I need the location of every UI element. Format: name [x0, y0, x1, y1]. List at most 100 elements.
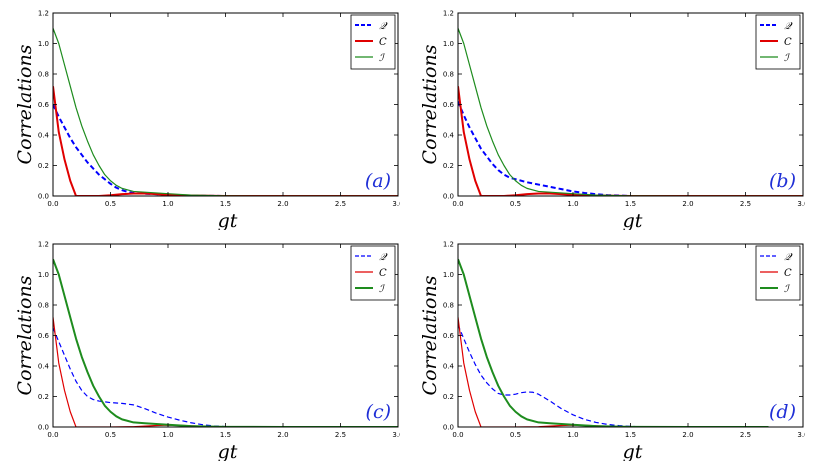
- x-tick-label: 1.0: [162, 200, 173, 208]
- panel-label: (c): [366, 401, 391, 423]
- legend-label: 𝒬: [784, 21, 793, 32]
- legend-label: ℐ: [379, 53, 386, 64]
- y-tick-label: 1.0: [38, 271, 49, 279]
- x-tick-label: 3.0: [392, 431, 400, 439]
- series-line-I: [53, 28, 398, 196]
- y-axis-label: Correlations: [14, 275, 36, 395]
- x-tick-label: 1.0: [567, 431, 578, 439]
- x-tick-label: 0.0: [452, 431, 463, 439]
- y-tick-label: 0.8: [38, 71, 49, 79]
- chart-svg: 0.0 0.5 1.0 1.5 2.0 2.5 3.0 0.0 0.2 0.4 0.6 0.8 1.0 1…: [14, 10, 400, 231]
- x-tick-label: 0.5: [105, 200, 116, 208]
- x-tick-label: 2.5: [335, 200, 346, 208]
- plot-frame: [52, 243, 399, 428]
- legend-box: [350, 245, 396, 301]
- y-axis-label: Correlations: [419, 44, 441, 164]
- x-tick-label: 2.5: [740, 431, 751, 439]
- series-line-C: [458, 86, 803, 196]
- plot-frame: [52, 12, 399, 197]
- x-tick-label: 0.0: [452, 200, 463, 208]
- panel-label: (a): [365, 170, 391, 192]
- plot-frame: [457, 243, 804, 428]
- chart-panel-b: 0.0 0.5 1.0 1.5 2.0 2.5 3.0 0.0 0.2 0.4 0.6 0.8 1.0 1…: [405, 2, 805, 231]
- panel-label: (b): [769, 170, 796, 192]
- series-line-Q: [458, 101, 803, 196]
- x-tick-label: 2.5: [740, 200, 751, 208]
- series-line-Q: [53, 327, 398, 427]
- x-tick-label: 2.5: [335, 431, 346, 439]
- legend-label: ℐ: [379, 284, 386, 295]
- x-axis-label: gt: [218, 441, 238, 461]
- legend-label: 𝒬: [784, 252, 793, 263]
- y-axis-label: Correlations: [14, 44, 36, 164]
- y-tick-label: 0.4: [38, 132, 50, 140]
- x-tick-label: 2.0: [277, 431, 288, 439]
- x-tick-label: 0.0: [47, 200, 58, 208]
- chart-svg: 0.0 0.5 1.0 1.5 2.0 2.5 3.0 0.0 0.2 0.4 0.6 0.8 1.0 1…: [14, 241, 400, 462]
- y-tick-label: 0.0: [443, 193, 454, 201]
- series-line-I: [53, 258, 398, 427]
- y-tick-label: 0.4: [38, 363, 50, 371]
- x-tick-label: 1.5: [220, 431, 231, 439]
- y-tick-label: 0.6: [38, 101, 50, 109]
- chart-panel-c: 0.0 0.5 1.0 1.5 2.0 2.5 3.0 0.0 0.2 0.4 0.6 0.8 1.0 1…: [0, 233, 400, 462]
- legend-label: C: [784, 37, 792, 48]
- y-tick-label: 0.2: [38, 393, 49, 401]
- series-line-I: [458, 28, 803, 196]
- series-line-I: [458, 258, 769, 427]
- legend-label: 𝒬: [379, 21, 388, 32]
- plot-frame: [457, 12, 804, 197]
- y-tick-label: 1.2: [443, 10, 454, 18]
- y-tick-label: 1.0: [38, 40, 49, 48]
- y-tick-label: 1.2: [38, 10, 49, 18]
- x-axis-label: gt: [623, 441, 643, 461]
- y-tick-label: 0.6: [38, 332, 50, 340]
- x-tick-label: 0.5: [105, 431, 116, 439]
- chart-panel-d: 0.0 0.5 1.0 1.5 2.0 2.5 3.0 0.0 0.2 0.4 0.6 0.8 1.0 1…: [405, 233, 805, 462]
- y-tick-label: 0.6: [443, 101, 455, 109]
- chart-svg: 0.0 0.5 1.0 1.5 2.0 2.5 3.0 0.0 0.2 0.4 0.6 0.8 1.0 1…: [419, 241, 805, 462]
- x-tick-label: 0.5: [510, 431, 521, 439]
- y-tick-label: 1.0: [443, 271, 454, 279]
- x-tick-label: 1.5: [625, 200, 636, 208]
- x-axis-label: gt: [623, 210, 643, 230]
- legend-label: C: [784, 268, 792, 279]
- x-tick-label: 1.5: [625, 431, 636, 439]
- y-tick-label: 1.0: [443, 40, 454, 48]
- legend-label: C: [379, 37, 387, 48]
- y-tick-label: 1.2: [443, 241, 454, 249]
- chart-svg: 0.0 0.5 1.0 1.5 2.0 2.5 3.0 0.0 0.2 0.4 0.6 0.8 1.0 1…: [419, 10, 805, 231]
- legend-label: C: [379, 268, 387, 279]
- series-line-Q: [53, 104, 398, 196]
- y-axis-label: Correlations: [419, 275, 441, 395]
- y-tick-label: 0.0: [38, 424, 49, 432]
- legend-label: ℐ: [784, 284, 791, 295]
- series-line-C: [53, 86, 398, 196]
- panel-label: (d): [769, 401, 796, 423]
- x-tick-label: 1.0: [162, 431, 173, 439]
- y-tick-label: 0.2: [443, 393, 454, 401]
- x-tick-label: 1.5: [220, 200, 231, 208]
- y-tick-label: 0.2: [443, 162, 454, 170]
- x-tick-label: 0.5: [510, 200, 521, 208]
- legend-box: [755, 245, 801, 301]
- y-tick-label: 0.6: [443, 332, 455, 340]
- x-tick-label: 3.0: [797, 200, 805, 208]
- legend-label: ℐ: [784, 53, 791, 64]
- x-axis-label: gt: [218, 210, 238, 230]
- x-tick-label: 0.0: [47, 431, 58, 439]
- x-tick-label: 3.0: [797, 431, 805, 439]
- y-tick-label: 0.8: [443, 302, 454, 310]
- y-tick-label: 0.8: [443, 71, 454, 79]
- y-tick-label: 0.8: [38, 302, 49, 310]
- x-tick-label: 2.0: [277, 200, 288, 208]
- series-line-Q: [458, 324, 769, 427]
- series-line-C: [458, 317, 769, 427]
- y-tick-label: 0.0: [38, 193, 49, 201]
- x-tick-label: 3.0: [392, 200, 400, 208]
- x-tick-label: 2.0: [682, 200, 693, 208]
- y-tick-label: 0.0: [443, 424, 454, 432]
- y-tick-label: 0.4: [443, 363, 455, 371]
- x-tick-label: 1.0: [567, 200, 578, 208]
